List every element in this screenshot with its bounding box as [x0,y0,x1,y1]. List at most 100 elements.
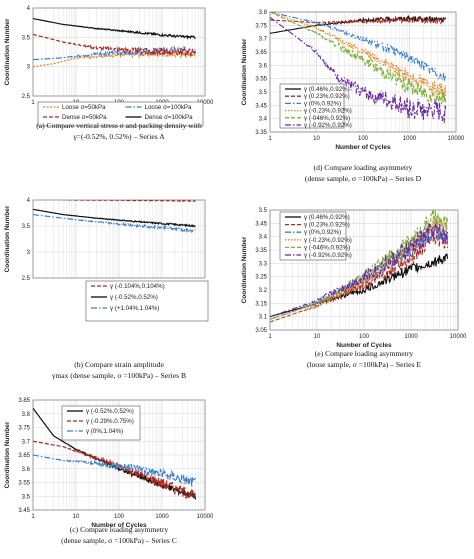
chart-c: 3.45 3.5 3.55 3.6 3.65 3.7 3.75 3.8 3.85 1 10 100 10… [4,398,214,545]
y-axis-label: Coordination Number [4,421,11,488]
y-tick-label: 3.8 [259,10,268,16]
x-tick-label: 1 [31,100,35,106]
y-tick-label: 3.6 [259,63,268,69]
series-line-d-5 [270,16,447,123]
x-tick-label: 100 [359,334,370,340]
legend-box [61,405,141,441]
chart-a: 2.533.54110100100010000Number of CyclesC… [4,6,214,141]
caption-line: (loose sample, σ =100kPa) – Series E [307,360,421,369]
y-tick-label: 3.4 [259,235,268,241]
series-line-e-5 [270,222,449,318]
caption-line: (dense sample, σ =100kPa) – Series D [305,174,422,183]
legend-label: γ (-0.29%,0.75%) [86,418,134,425]
legend-label: γ (-046%,0.92%) [304,244,350,251]
y-tick-label: 3.7 [22,439,31,445]
legend-label: γ (+1.04%,1.04%) [110,305,159,312]
caption-line: (d) Compare loading asymmetry [314,163,413,172]
series-line-e-0 [270,253,449,318]
legend-label: Dense σ=50kPa [62,114,107,121]
y-tick-label: 3.55 [255,77,267,83]
x-tick-label: 10 [314,334,321,340]
caption-line: (e) Compare loading asymmetry [315,349,414,358]
y-tick-label: 3.35 [255,130,267,136]
y-tick-label: 3.05 [255,328,267,334]
plot-frame [269,11,457,133]
legend-label: γ (-0.104%,0.104%) [110,283,165,290]
y-tick-label: 3.4 [259,117,268,123]
y-tick-label: 3.45 [255,103,267,109]
y-tick-label: 3.55 [18,481,30,487]
plot-frame [269,209,459,331]
y-tick-label: 3.5 [22,224,31,230]
legend-label: Loose σ=50kPa [62,104,106,111]
x-axis-label: Number of Cycles [336,342,392,349]
series-line-d-1 [270,15,447,25]
x-tick-label: 10 [73,514,80,520]
series-line-d-2 [270,12,447,81]
caption-line: γmax (dense sample, σ =100kPa) – Series … [51,371,186,380]
series-line-a-2 [33,33,197,57]
legend-label: γ (0%,0.92%) [304,100,341,107]
y-axis-label: Coordination Number [4,18,11,85]
legend-label: γ (-046%,0.92%) [304,115,350,122]
series-line-c-2 [33,454,196,487]
series-line-d-0 [270,15,447,34]
x-tick-label: 10000 [448,136,465,142]
y-tick-label: 3.6 [22,467,31,473]
y-tick-label: 3.65 [255,50,267,56]
y-tick-label: 3.75 [18,426,30,432]
legend-label: γ (0%,0.92%) [304,229,341,236]
y-tick-label: 4 [27,198,31,204]
y-tick-label: 3.25 [255,275,267,281]
x-tick-label: 1000 [403,136,417,142]
y-tick-label: 4 [27,6,31,12]
y-tick-label: 3 [27,65,31,71]
x-tick-label: 100 [114,514,125,520]
y-tick-label: 2.5 [22,94,31,100]
y-tick-label: 3.8 [22,412,31,418]
plot-frame [32,199,206,279]
legend-label: γ (0.46%,0.92%) [304,86,350,93]
legend-label: γ (-0.92%,0.92%) [304,252,352,259]
x-tick-label: 1000 [404,334,418,340]
legend-box [85,280,209,322]
legend-label: γ (-0.52%,0.52%) [110,294,158,301]
series-line-b-1 [33,208,196,228]
legend-box [37,101,204,127]
y-tick-label: 3.5 [22,35,31,41]
y-tick-label: 3.45 [255,221,267,227]
legend-box [279,211,347,261]
caption-line: γ=(-0.52%, 0.52%) – Series A [72,132,165,141]
legend-label: γ (-0.23%,0.92%) [304,108,352,115]
x-tick-label: 1 [31,514,35,520]
x-tick-label: 1 [268,334,272,340]
legend-label: γ (0%,1.04%) [86,428,123,435]
legend-label: γ (0.23%,0.92%) [304,93,350,100]
x-axis-label: Number of Cycles [91,522,147,529]
x-tick-label: 10000 [197,514,214,520]
y-tick-label: 3.7 [259,37,268,43]
legend-label: γ (-0.92%,0.92%) [304,122,352,129]
plot-frame [32,7,206,97]
legend-label: γ (-0.52%,0.52%) [86,408,134,415]
y-axis-label: Coordination Number [241,236,248,303]
series-line-b-2 [33,213,196,233]
legend-label: γ (0.46%,0.92%) [304,214,350,221]
y-axis-label: Coordination Number [4,205,11,272]
x-tick-label: 100 [358,136,369,142]
series-line-e-4 [270,210,449,320]
x-axis-label: Number of Cycles [335,144,391,151]
y-tick-label: 2.5 [22,276,31,282]
caption-line: (c) Compare loading asymmetry [70,525,169,534]
y-tick-label: 3.75 [255,23,267,29]
chart-e: 3.05 3.1 3.15 3.2 3.25 3.3 3.35 3.4 3.45 3.5 1 10 10… [241,208,467,369]
series-line-d-3 [270,12,447,99]
legend-box [279,83,345,129]
legend-label: γ (-0.23%,0.92%) [304,237,352,244]
legend-label: Loose σ=100kPa [145,104,193,111]
y-tick-label: 3.45 [18,508,30,514]
x-tick-label: 10 [313,136,320,142]
y-tick-label: 3.5 [259,208,268,214]
